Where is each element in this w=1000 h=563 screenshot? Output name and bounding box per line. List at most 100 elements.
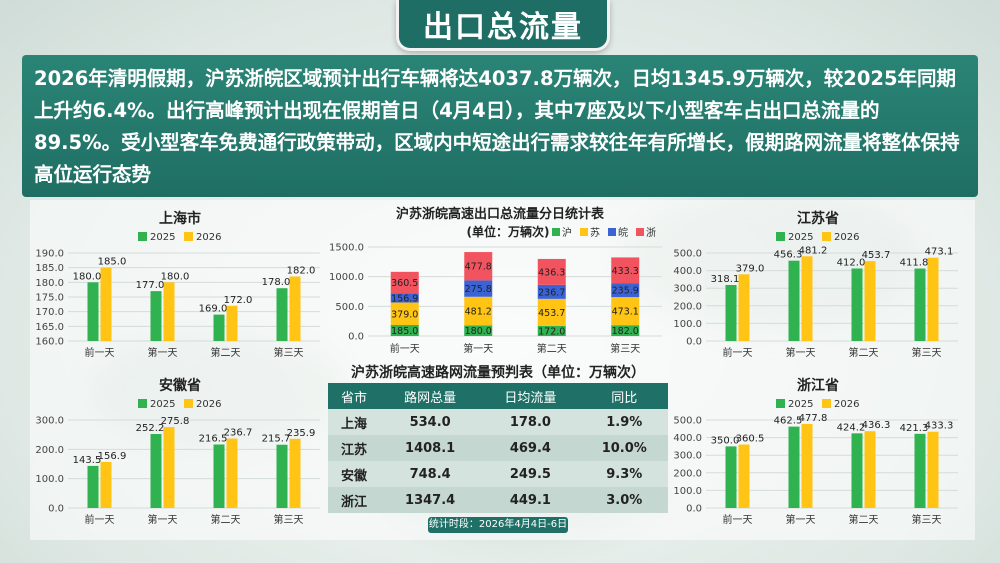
y-tick-label: 300.0	[35, 416, 64, 427]
legend-swatch	[552, 228, 560, 236]
chart-anhui: 安徽省 2025 2026 300.0 200.0 100.0 0.0 前一天 143.5156…	[35, 377, 320, 526]
bar	[851, 268, 863, 341]
x-tick-label: 第一天	[463, 342, 493, 355]
bar	[914, 433, 926, 508]
y-tick-label: 200.0	[35, 445, 64, 456]
y-tick-label: 0.0	[48, 504, 64, 515]
legend-label: 2026	[196, 399, 221, 410]
stacked-segment	[390, 325, 419, 336]
bar	[864, 431, 876, 508]
table-cell: 748.4	[380, 461, 481, 487]
table-cell: 1.9%	[580, 409, 668, 435]
bar	[788, 260, 800, 341]
column-header: 省市	[328, 383, 380, 409]
x-tick-label: 第二天	[537, 342, 567, 355]
table-cell: 安徽	[328, 461, 380, 487]
x-tick-label: 第三天	[912, 513, 942, 526]
bar	[738, 274, 750, 341]
data-label: 182.0	[287, 265, 316, 276]
y-tick-label: 185.0	[35, 263, 64, 274]
y-tick-label: 1000.0	[329, 272, 364, 283]
data-label: 477.8	[465, 262, 492, 273]
x-tick-label: 第一天	[786, 513, 816, 526]
y-tick-label: 300.0	[673, 451, 702, 462]
column-header: 路网总量	[380, 383, 481, 409]
table-cell: 1347.4	[380, 487, 481, 513]
table-cell: 9.3%	[580, 461, 668, 487]
x-tick-label: 前一天	[390, 342, 420, 355]
data-label: 421.3	[900, 423, 929, 434]
y-tick-label: 200.0	[673, 468, 702, 479]
table-cell: 1408.1	[380, 435, 481, 461]
legend-label: 2026	[196, 232, 221, 243]
data-label: 143.5	[73, 455, 102, 466]
stacked-segment	[537, 325, 566, 336]
y-tick-label: 0.0	[348, 332, 364, 343]
legend-swatch	[776, 232, 785, 241]
data-label: 453.7	[862, 250, 891, 261]
stacked-segment	[464, 325, 493, 336]
chart-title: 上海市	[159, 210, 201, 227]
data-label: 360.5	[736, 434, 765, 445]
y-tick-label: 0.0	[686, 504, 702, 515]
data-label: 477.8	[799, 413, 828, 424]
stacked-segment	[611, 257, 640, 284]
data-label: 235.9	[287, 428, 316, 439]
data-label: 156.9	[391, 293, 418, 304]
table-cell: 178.0	[480, 409, 581, 435]
data-label: 379.0	[391, 309, 418, 320]
bar	[725, 446, 737, 508]
bar	[100, 461, 112, 508]
bar	[788, 426, 800, 508]
bar	[801, 423, 813, 508]
chart-title: 江苏省	[797, 210, 839, 227]
stacked-segment	[464, 280, 493, 297]
y-tick-label: 100.0	[35, 474, 64, 485]
data-label: 215.7	[262, 434, 291, 445]
x-tick-label: 第一天	[148, 346, 178, 359]
chart-shanghai: 上海市 2025 2026 190.0 185.0 180.0 175.0 170.0 165.…	[35, 210, 320, 359]
bar	[100, 267, 112, 341]
bar	[927, 431, 939, 508]
summary-paragraph: 2026年清明假期，沪苏浙皖区域预计出行车辆将达4037.8万辆次，日均1345…	[22, 55, 978, 197]
data-label: 172.0	[538, 326, 565, 337]
y-tick-label: 300.0	[673, 284, 702, 295]
chart-jiangsu: 江苏省 2025 2026 500.0 400.0 300.0 200.0 100.0 0.0 前…	[673, 210, 958, 359]
data-label: 177.0	[136, 280, 165, 291]
x-tick-label: 第二天	[211, 346, 241, 359]
data-label: 185.0	[391, 326, 418, 337]
y-tick-label: 160.0	[35, 337, 64, 348]
chart-title: 沪苏浙皖高速出口总流量分日统计表	[396, 206, 605, 222]
data-label: 185.0	[98, 257, 127, 268]
chart-daily-stacked: 沪苏浙皖高速出口总流量分日统计表 (单位：万辆次) 沪 苏 皖 浙 1500.0 1000.0…	[329, 206, 662, 355]
chart-title: 安徽省	[159, 377, 201, 394]
stacked-segment	[390, 271, 419, 294]
stacked-segment	[611, 283, 640, 298]
data-label: 456.3	[774, 250, 803, 261]
page-title: 出口总流量	[423, 10, 583, 45]
x-tick-label: 第三天	[912, 346, 942, 359]
legend-swatch	[184, 232, 193, 241]
stacked-segment	[611, 325, 640, 336]
y-tick-label: 0.0	[686, 337, 702, 348]
y-tick-label: 180.0	[35, 278, 64, 289]
legend-label: 2026	[834, 399, 859, 410]
column-header: 日均流量	[480, 383, 581, 409]
bar	[864, 261, 876, 341]
legend-label: 苏	[590, 226, 600, 239]
data-label: 156.9	[98, 451, 127, 462]
bar	[226, 438, 238, 508]
legend-swatch	[608, 228, 616, 236]
bar	[213, 444, 225, 508]
forecast-table-title: 沪苏浙皖高速路网流量预判表（单位：万辆次）	[351, 365, 645, 381]
y-tick-label: 500.0	[673, 416, 702, 427]
x-tick-label: 第二天	[849, 513, 879, 526]
data-label: 433.3	[612, 266, 639, 277]
bar	[914, 268, 926, 341]
data-label: 216.5	[199, 433, 228, 444]
data-label: 169.0	[199, 304, 228, 315]
data-label: 318.1	[711, 274, 740, 285]
stacked-segment	[537, 258, 566, 285]
x-tick-label: 第二天	[211, 513, 241, 526]
